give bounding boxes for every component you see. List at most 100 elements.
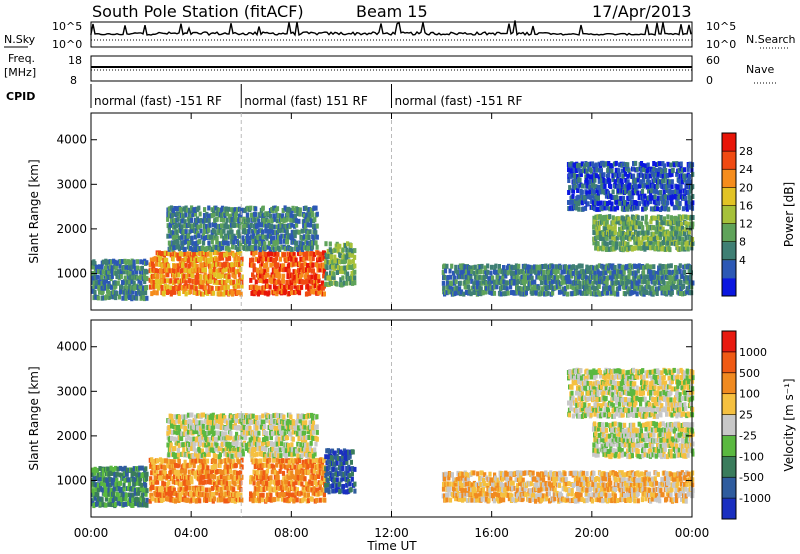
data-cell <box>160 464 164 470</box>
data-cell <box>157 464 161 470</box>
data-cell <box>160 273 164 278</box>
data-cell <box>127 492 131 498</box>
data-cell <box>218 255 222 261</box>
data-cell <box>172 459 176 465</box>
data-cell <box>254 279 258 285</box>
data-cell <box>231 244 235 250</box>
data-cell <box>450 281 454 287</box>
data-cell <box>683 269 687 275</box>
data-cell <box>290 222 294 228</box>
data-cell <box>689 195 693 201</box>
data-cell <box>101 269 105 275</box>
data-cell <box>485 285 489 291</box>
data-cell <box>671 284 675 290</box>
data-cell <box>145 285 149 290</box>
data-cell <box>231 497 235 503</box>
data-cell <box>530 279 535 285</box>
freq-unit: [MHz] <box>4 66 36 79</box>
data-cell <box>218 241 223 247</box>
data-cell <box>174 278 178 284</box>
data-cell <box>657 269 661 275</box>
data-cell <box>642 177 646 183</box>
data-cell <box>618 172 622 178</box>
data-cell <box>483 289 487 295</box>
data-cell <box>299 256 303 262</box>
data-cell <box>469 291 473 297</box>
data-cell <box>287 268 291 274</box>
data-cell <box>269 475 273 481</box>
data-cell <box>677 204 681 210</box>
data-cell <box>161 485 165 491</box>
data-cell <box>317 274 321 280</box>
data-cell <box>109 259 114 265</box>
data-cell <box>291 492 295 498</box>
data-cell <box>162 274 166 280</box>
data-cell <box>118 263 122 269</box>
data-cell <box>627 245 631 251</box>
data-cell <box>289 475 293 481</box>
data-cell <box>599 245 603 251</box>
data-cell <box>123 279 127 284</box>
data-cell <box>457 496 462 502</box>
data-cell <box>348 247 352 252</box>
data-cell <box>211 227 215 233</box>
data-cell <box>278 256 282 262</box>
data-cell <box>595 230 599 236</box>
data-cell <box>281 278 285 284</box>
data-cell <box>322 268 327 274</box>
data-cell <box>611 235 615 241</box>
data-cell <box>149 462 153 468</box>
data-cell <box>655 206 660 212</box>
data-cell <box>95 501 99 507</box>
data-cell <box>167 263 171 269</box>
data-cell <box>293 486 297 492</box>
data-cell <box>194 286 198 292</box>
data-cell <box>631 173 636 179</box>
data-cell <box>611 274 615 280</box>
data-cell <box>231 263 235 268</box>
data-cell <box>287 290 291 296</box>
data-cell <box>176 216 180 222</box>
data-cell <box>239 470 243 476</box>
data-cell <box>662 163 666 169</box>
data-cell <box>96 487 100 493</box>
data-cell <box>348 466 352 472</box>
data-cell <box>240 474 244 480</box>
data-cell <box>226 262 231 268</box>
data-cell <box>597 263 602 269</box>
noise-tick-top-right: 10^5 <box>706 20 736 33</box>
data-cell <box>309 459 313 465</box>
data-cell <box>518 285 522 291</box>
data-cell <box>115 477 119 483</box>
data-cell <box>532 264 537 270</box>
data-cell <box>191 273 195 279</box>
data-cell <box>257 498 262 504</box>
data-cell <box>212 244 216 250</box>
data-cell <box>623 171 627 177</box>
data-cell <box>268 284 272 290</box>
data-cell <box>546 290 550 296</box>
data-cell <box>654 270 658 276</box>
data-cell <box>152 290 156 296</box>
data-cell <box>227 206 231 212</box>
data-cell <box>680 246 684 252</box>
data-cell <box>308 229 312 235</box>
data-cell <box>681 179 685 185</box>
data-cell <box>466 284 470 290</box>
data-cell <box>110 270 114 276</box>
data-cell <box>627 204 631 210</box>
data-cell <box>234 269 238 275</box>
data-cell <box>127 481 131 487</box>
data-cell <box>152 280 156 285</box>
data-cell <box>233 207 237 213</box>
data-cell <box>186 272 190 278</box>
data-cell <box>137 490 141 496</box>
data-cell <box>624 189 628 195</box>
data-cell <box>616 273 620 279</box>
data-cell <box>97 269 101 274</box>
data-cell <box>620 182 624 188</box>
data-cell <box>232 217 236 223</box>
data-cell <box>335 281 339 287</box>
data-cell <box>682 284 686 289</box>
data-cell <box>312 224 316 229</box>
